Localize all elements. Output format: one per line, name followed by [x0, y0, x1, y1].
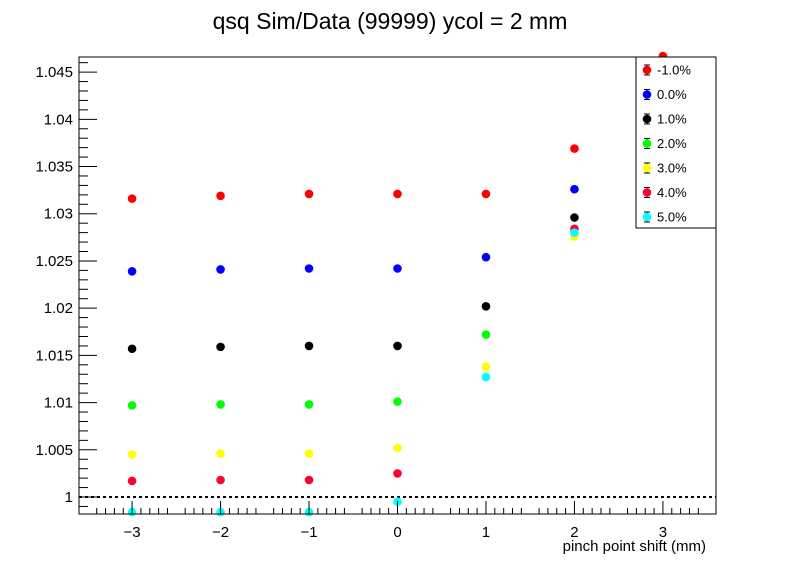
data-point [304, 264, 314, 273]
data-point [216, 342, 225, 352]
data-point [570, 144, 579, 153]
data-point [393, 341, 402, 351]
legend-label: 2.0% [657, 136, 687, 151]
data-point [393, 469, 402, 478]
x-tick-label: 0 [393, 524, 401, 541]
x-tick-label: −2 [212, 524, 229, 541]
legend-label: 3.0% [657, 161, 687, 176]
chart-title: qsq Sim/Data (99999) ycol = 2 mm [213, 8, 568, 34]
y-tick-label: 1.02 [44, 300, 73, 317]
y-tick-label: 1.025 [35, 253, 73, 270]
data-point [127, 194, 137, 203]
data-point [304, 189, 314, 199]
x-tick-label: −1 [300, 524, 317, 541]
legend-box [635, 56, 717, 229]
data-point [127, 267, 137, 276]
legend-marker [642, 65, 652, 75]
legend-label: 4.0% [657, 185, 687, 200]
data-point [127, 450, 137, 459]
data-point [393, 397, 402, 406]
data-point [304, 449, 314, 458]
data-point [127, 401, 137, 410]
y-tick-label: 1.04 [44, 111, 73, 128]
legend-label: 0.0% [657, 87, 687, 102]
data-point [127, 344, 137, 354]
data-point [216, 265, 225, 274]
data-point [393, 189, 402, 199]
legend-label: 5.0% [657, 210, 687, 225]
legend-label: -1.0% [657, 63, 691, 78]
data-point [393, 264, 402, 273]
data-point [304, 400, 314, 409]
data-point [216, 449, 225, 458]
data-point [216, 400, 225, 409]
data-point [481, 252, 491, 262]
data-point [481, 362, 491, 372]
x-tick-label: 3 [659, 524, 667, 541]
data-point [393, 443, 402, 453]
data-point [481, 189, 491, 199]
legend-marker [642, 163, 652, 173]
data-point [216, 475, 225, 485]
data-point [481, 330, 491, 339]
y-tick-label: 1.015 [35, 347, 73, 364]
y-tick-label: 1 [65, 489, 73, 506]
data-point [481, 301, 491, 311]
y-tick-label: 1.01 [44, 395, 73, 412]
y-tick-label: 1.035 [35, 159, 73, 176]
data-point [570, 184, 579, 194]
legend-marker [642, 90, 652, 99]
x-axis-label: pinch point shift (mm) [563, 538, 706, 555]
data-point [304, 475, 314, 485]
data-point [570, 213, 579, 222]
x-tick-label: −3 [124, 524, 141, 541]
legend-marker [642, 188, 652, 197]
data-point [216, 191, 225, 201]
legend-marker [642, 139, 652, 148]
data-point [481, 372, 491, 382]
x-tick-label: 1 [482, 524, 490, 541]
y-tick-label: 1.005 [35, 442, 73, 459]
data-point [570, 228, 579, 237]
legend-marker [642, 212, 652, 222]
legend-label: 1.0% [657, 112, 687, 127]
data-point [304, 341, 314, 351]
legend: -1.0% 0.0% 1.0% 2.0% 3.0% 4.0% 5.0% [635, 56, 717, 229]
y-tick-label: 1.045 [35, 64, 73, 81]
data-point [127, 476, 137, 486]
y-tick-label: 1.03 [44, 206, 73, 223]
legend-marker [642, 114, 652, 124]
x-tick-label: 2 [570, 524, 578, 541]
